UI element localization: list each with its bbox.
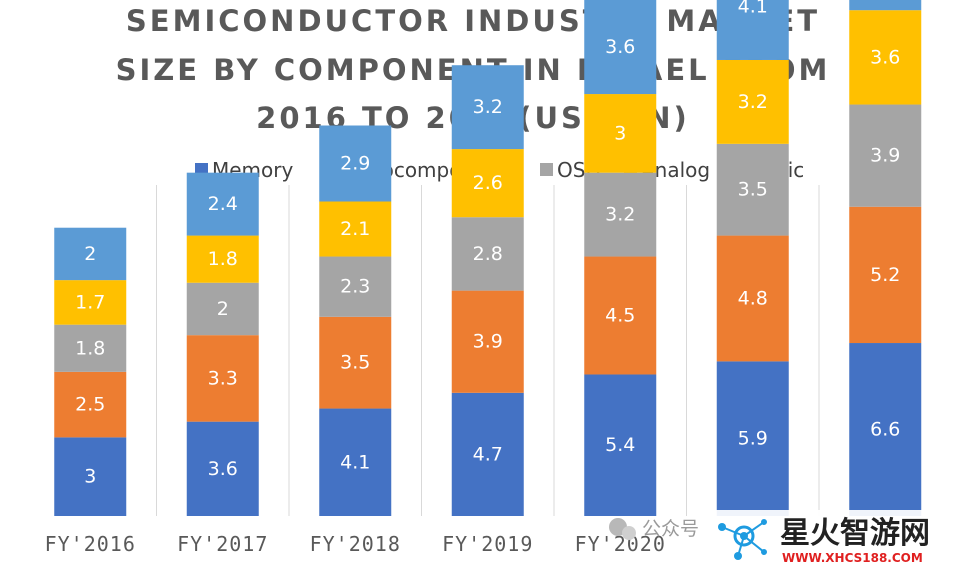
watermark-brand-text: 星火智游网 xyxy=(780,516,930,551)
data-label: 3.6 xyxy=(208,458,238,480)
bar-segment xyxy=(584,0,657,95)
data-label: 5.9 xyxy=(738,428,768,450)
legend-swatch xyxy=(540,163,553,176)
bar-segment xyxy=(186,172,259,236)
bar-segment xyxy=(451,290,524,393)
data-label: 4.1 xyxy=(738,0,768,17)
data-label: 3 xyxy=(84,466,96,488)
data-label: 2.5 xyxy=(75,394,105,416)
bar-segment xyxy=(849,0,922,11)
data-label: 3.6 xyxy=(605,36,635,58)
bar-segment xyxy=(451,149,524,218)
data-label: 3.9 xyxy=(870,145,900,167)
bar-segment xyxy=(54,227,127,281)
x-axis-ticks: FY'2016 FY'2017 FY'2018 FY'2019 FY'2020 xyxy=(45,532,666,556)
watermark-account-text: 公众号 xyxy=(642,518,699,540)
data-label: 2 xyxy=(217,298,229,320)
data-label: 4.1 xyxy=(340,451,370,473)
bar-segment xyxy=(716,0,789,60)
bar-segment xyxy=(451,392,524,516)
data-label: 2.3 xyxy=(340,276,370,298)
data-label: 4.5 xyxy=(605,305,635,327)
bar-segment xyxy=(584,256,657,375)
bar-segment xyxy=(716,143,789,236)
data-label: 3.2 xyxy=(473,96,503,118)
bar-segment xyxy=(319,408,392,516)
watermark-brand-url: WWW.XHCS188.COM xyxy=(782,551,923,565)
bar-segment xyxy=(54,371,127,438)
data-label: 1.8 xyxy=(75,337,105,359)
x-tick-label: FY'2019 xyxy=(442,532,533,556)
data-label: 3.2 xyxy=(605,204,635,226)
bar-segment xyxy=(319,125,392,202)
data-label: 3.9 xyxy=(473,331,503,353)
bar-segment xyxy=(186,421,259,516)
bar-segment xyxy=(584,94,657,173)
bar-segment xyxy=(186,282,259,336)
bars: 3 2.5 1.8 1.7 2 3.6 3.3 2 1.8 2.4 4.1 3.5 2.3 2.1 2.9 4… xyxy=(54,0,922,516)
bar-segment xyxy=(451,217,524,291)
bar-segment xyxy=(849,104,922,207)
bar-segment xyxy=(849,343,922,516)
x-tick-label: FY'2020 xyxy=(575,532,666,556)
data-label: 6.6 xyxy=(870,419,900,441)
data-label: 3.5 xyxy=(340,352,370,374)
data-label: 4.8 xyxy=(738,287,768,309)
data-label: 2.6 xyxy=(473,172,503,194)
data-label: 5.2 xyxy=(870,264,900,286)
bar-segment xyxy=(716,361,789,516)
chart-title-line: SEMICONDUCTOR INDUSTRY MARKET xyxy=(126,4,820,38)
data-label: 3.3 xyxy=(208,367,238,389)
bar-segment xyxy=(186,235,259,283)
category-separators xyxy=(156,185,820,516)
x-tick-label: FY'2017 xyxy=(177,532,268,556)
data-label: 4.7 xyxy=(473,443,503,465)
data-label: 3 xyxy=(614,122,626,144)
data-label: 1.8 xyxy=(208,248,238,270)
data-label: 2.4 xyxy=(208,193,238,215)
bar-segment xyxy=(319,201,392,257)
bar-segment xyxy=(849,206,922,344)
x-tick-label: FY'2016 xyxy=(45,532,136,556)
data-label: 3.6 xyxy=(870,46,900,68)
data-label: 2 xyxy=(84,243,96,265)
data-label: 3.2 xyxy=(738,91,768,113)
bar-segment xyxy=(716,235,789,362)
bar-segment xyxy=(451,65,524,150)
bar-segment xyxy=(584,374,657,516)
bar-segment xyxy=(54,437,127,516)
data-label: 1.7 xyxy=(75,291,105,313)
bar-segment xyxy=(584,172,657,257)
wechat-icon xyxy=(609,518,636,540)
bar-segment xyxy=(716,59,789,144)
data-label: 2.1 xyxy=(340,218,370,240)
data-label: 5.4 xyxy=(605,434,635,456)
bar-segment xyxy=(319,256,392,317)
bar-segment xyxy=(186,335,259,422)
x-tick-label: FY'2018 xyxy=(310,532,401,556)
data-label: 2.9 xyxy=(340,153,370,175)
data-label: 3.5 xyxy=(738,179,768,201)
bar-segment xyxy=(319,316,392,409)
bar-segment xyxy=(54,280,127,325)
bar-segment xyxy=(849,10,922,105)
watermark: 公众号 星火智游网 WWW.XHCS188.COM xyxy=(609,510,960,570)
network-logo-icon xyxy=(718,519,767,560)
bar-segment xyxy=(54,324,127,372)
data-label: 2.8 xyxy=(473,243,503,265)
